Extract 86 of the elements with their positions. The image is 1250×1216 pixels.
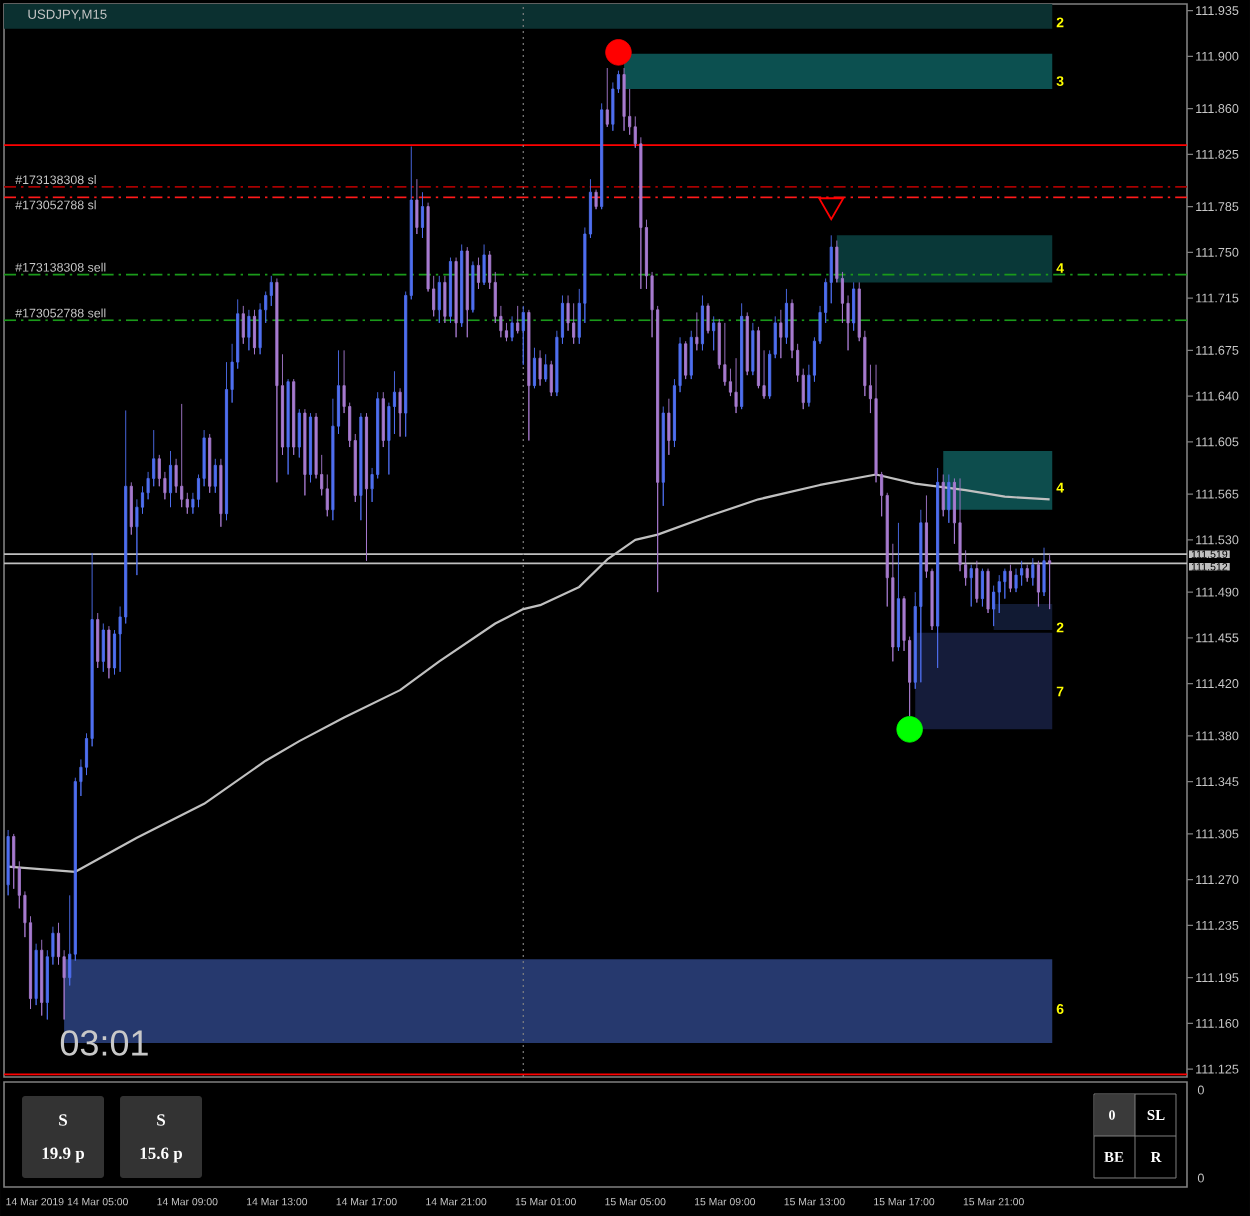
candlestick bbox=[443, 275, 447, 324]
candlestick bbox=[510, 315, 514, 342]
candlestick bbox=[241, 305, 245, 345]
text: 19.9 p bbox=[42, 1147, 85, 1163]
candlestick bbox=[1020, 560, 1024, 587]
candlestick bbox=[941, 474, 945, 517]
candlestick bbox=[303, 408, 307, 496]
candlestick bbox=[107, 625, 111, 679]
candlestick bbox=[667, 398, 671, 456]
candlestick bbox=[247, 309, 251, 351]
candlestick bbox=[471, 261, 475, 313]
candlestick bbox=[1042, 547, 1046, 597]
candlestick bbox=[751, 322, 755, 376]
annotation: 03:01 bbox=[60, 1030, 148, 1056]
candlestick bbox=[706, 302, 710, 334]
candlestick bbox=[286, 378, 290, 475]
candlestick bbox=[605, 67, 609, 128]
candlestick bbox=[661, 406, 665, 507]
candlestick bbox=[297, 408, 301, 458]
candlestick bbox=[6, 829, 10, 896]
candlestick bbox=[1036, 560, 1040, 607]
candlestick bbox=[96, 612, 100, 669]
candlestick bbox=[734, 357, 738, 414]
candlestick bbox=[454, 257, 458, 338]
candlestick bbox=[398, 387, 402, 438]
candlestick bbox=[689, 330, 693, 380]
candlestick bbox=[364, 412, 369, 562]
candlestick bbox=[275, 278, 279, 483]
candlestick bbox=[700, 295, 705, 351]
candlestick bbox=[936, 467, 940, 669]
candlestick bbox=[1031, 557, 1035, 587]
candlestick bbox=[980, 568, 984, 607]
candlestick bbox=[219, 458, 223, 528]
candlestick bbox=[896, 522, 900, 652]
candlestick bbox=[516, 305, 520, 334]
candlestick bbox=[969, 564, 973, 607]
candlestick bbox=[538, 349, 542, 387]
candlestick bbox=[527, 309, 531, 441]
candlestick bbox=[168, 450, 173, 508]
text: S bbox=[157, 1114, 165, 1126]
candlestick bbox=[180, 403, 184, 508]
candlestick bbox=[101, 623, 105, 673]
candlestick bbox=[521, 305, 525, 366]
candlestick bbox=[252, 309, 257, 355]
candlestick bbox=[600, 102, 604, 210]
candlestick bbox=[465, 246, 469, 338]
candlestick bbox=[532, 347, 537, 389]
candlestick bbox=[415, 178, 419, 235]
candlestick bbox=[784, 288, 788, 345]
candlestick bbox=[745, 311, 749, 376]
candlestick bbox=[947, 474, 951, 524]
candlestick bbox=[213, 458, 217, 494]
candlestick bbox=[437, 275, 441, 324]
candlestick bbox=[129, 481, 133, 536]
candlestick bbox=[34, 943, 38, 1006]
candlestick bbox=[1008, 564, 1012, 593]
candlestick bbox=[308, 412, 313, 483]
candlestick bbox=[381, 391, 385, 448]
candlestick bbox=[622, 67, 626, 132]
candlestick bbox=[712, 315, 716, 351]
candlestick bbox=[779, 309, 783, 359]
candlestick bbox=[740, 302, 744, 410]
candlestick bbox=[549, 360, 553, 397]
candlestick bbox=[695, 311, 699, 351]
candlestick bbox=[986, 568, 990, 614]
candlestick bbox=[684, 340, 688, 380]
candlestick bbox=[1014, 568, 1018, 593]
candlestick bbox=[208, 433, 212, 494]
candlestick bbox=[476, 257, 481, 290]
candlestick bbox=[420, 191, 425, 239]
candlestick bbox=[1048, 553, 1052, 610]
text: 15.6 p bbox=[140, 1147, 183, 1163]
candlestick bbox=[572, 302, 576, 345]
candlestick bbox=[544, 353, 548, 383]
candlestick bbox=[975, 560, 979, 604]
candlestick bbox=[40, 939, 44, 1016]
candlestick bbox=[460, 244, 464, 328]
candlestick bbox=[919, 509, 923, 683]
candlestick bbox=[292, 378, 296, 456]
candlestick bbox=[852, 281, 856, 332]
candlestick bbox=[1025, 564, 1029, 583]
text: S bbox=[59, 1114, 67, 1126]
candlestick bbox=[448, 257, 453, 324]
candlestick bbox=[482, 244, 486, 286]
candlestick bbox=[359, 412, 363, 521]
candlestick bbox=[594, 189, 598, 210]
